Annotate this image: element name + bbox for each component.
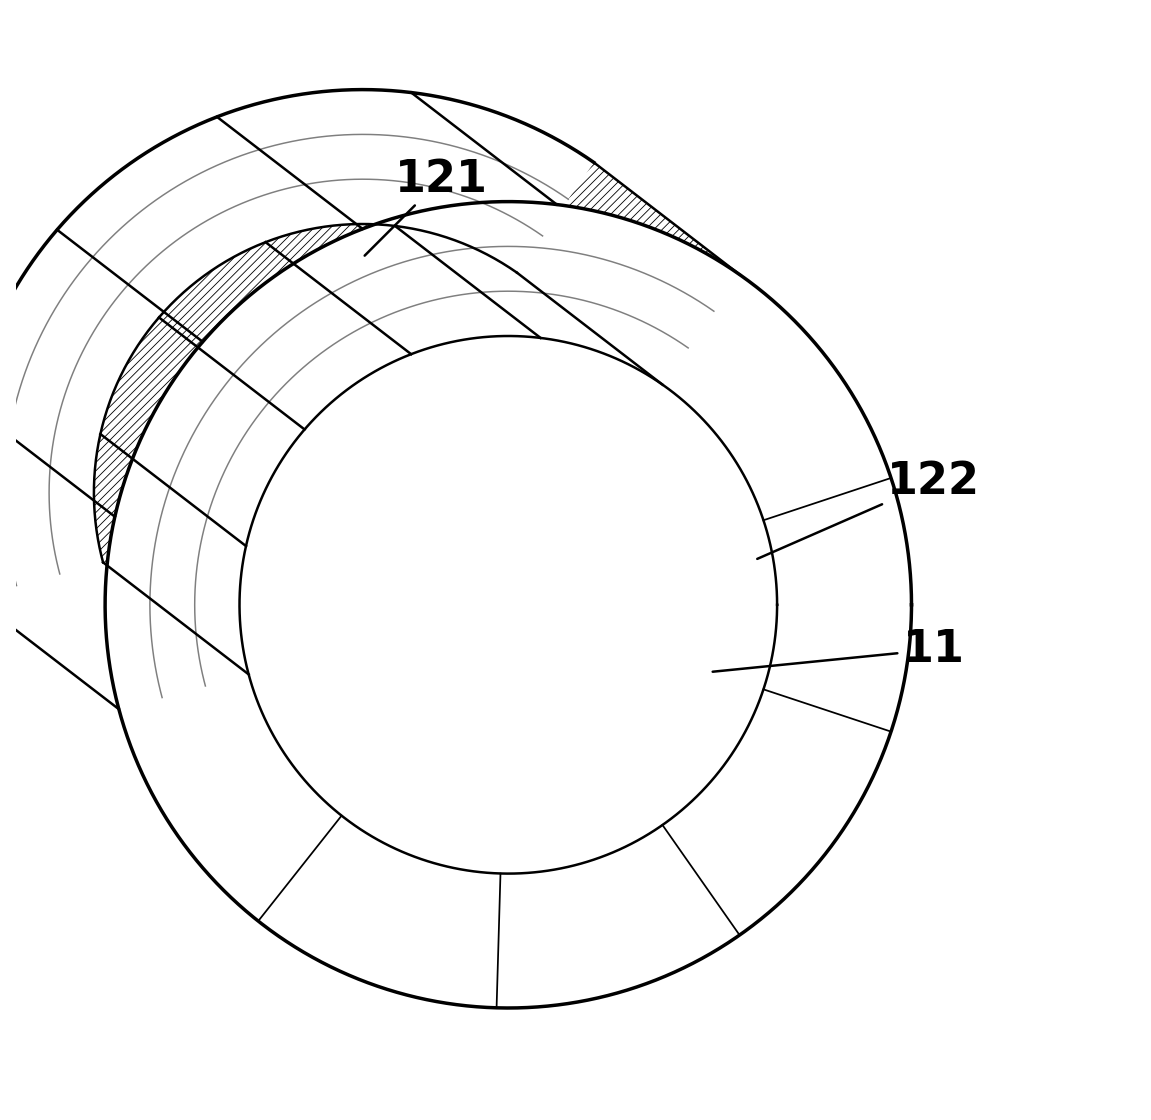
Polygon shape bbox=[239, 336, 777, 874]
Text: 11: 11 bbox=[712, 628, 965, 672]
Text: 121: 121 bbox=[365, 158, 488, 255]
Polygon shape bbox=[0, 90, 740, 709]
Polygon shape bbox=[0, 90, 740, 709]
Text: 122: 122 bbox=[757, 460, 981, 559]
Polygon shape bbox=[239, 336, 777, 874]
Polygon shape bbox=[105, 202, 912, 1008]
Polygon shape bbox=[119, 274, 912, 1008]
